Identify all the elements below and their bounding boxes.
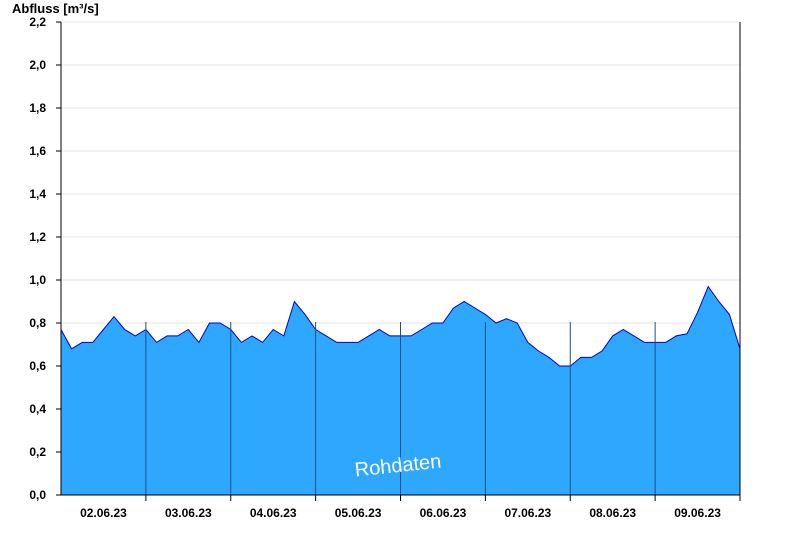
y-tick-label: 1,0 — [29, 273, 46, 287]
y-tick-label: 0,4 — [29, 402, 46, 416]
y-tick-label: 2,0 — [29, 58, 46, 72]
y-tick-labels: 0,0 0,2 0,4 0,6 0,8 1,0 1,2 1,4 1,6 1,8 2,0 2,2 — [29, 15, 46, 502]
y-tick-label: 2,2 — [29, 15, 46, 29]
y-tick-label: 1,6 — [29, 144, 46, 158]
y-tick-label: 1,2 — [29, 230, 46, 244]
x-tick-label: 09.06.23 — [674, 506, 721, 520]
x-tick-label: 06.06.23 — [420, 506, 467, 520]
x-tick-label: 02.06.23 — [80, 506, 127, 520]
y-tick-label: 0,8 — [29, 316, 46, 330]
axes — [56, 21, 741, 501]
x-tick-label: 05.06.23 — [335, 506, 382, 520]
y-axis-label: Abfluss [m³/s] — [12, 1, 99, 16]
x-tick-label: 07.06.23 — [504, 506, 551, 520]
y-tick-label: 0,6 — [29, 359, 46, 373]
x-tick-labels: 02.06.23 03.06.23 04.06.23 05.06.23 06.06.23… — [80, 506, 721, 520]
y-tick-label: 1,8 — [29, 101, 46, 115]
x-tick-label: 04.06.23 — [250, 506, 297, 520]
x-tick-label: 08.06.23 — [589, 506, 636, 520]
y-tick-label: 0,0 — [29, 488, 46, 502]
y-tick-label: 0,2 — [29, 445, 46, 459]
x-tick-label: 03.06.23 — [165, 506, 212, 520]
y-tick-label: 1,4 — [29, 187, 46, 201]
